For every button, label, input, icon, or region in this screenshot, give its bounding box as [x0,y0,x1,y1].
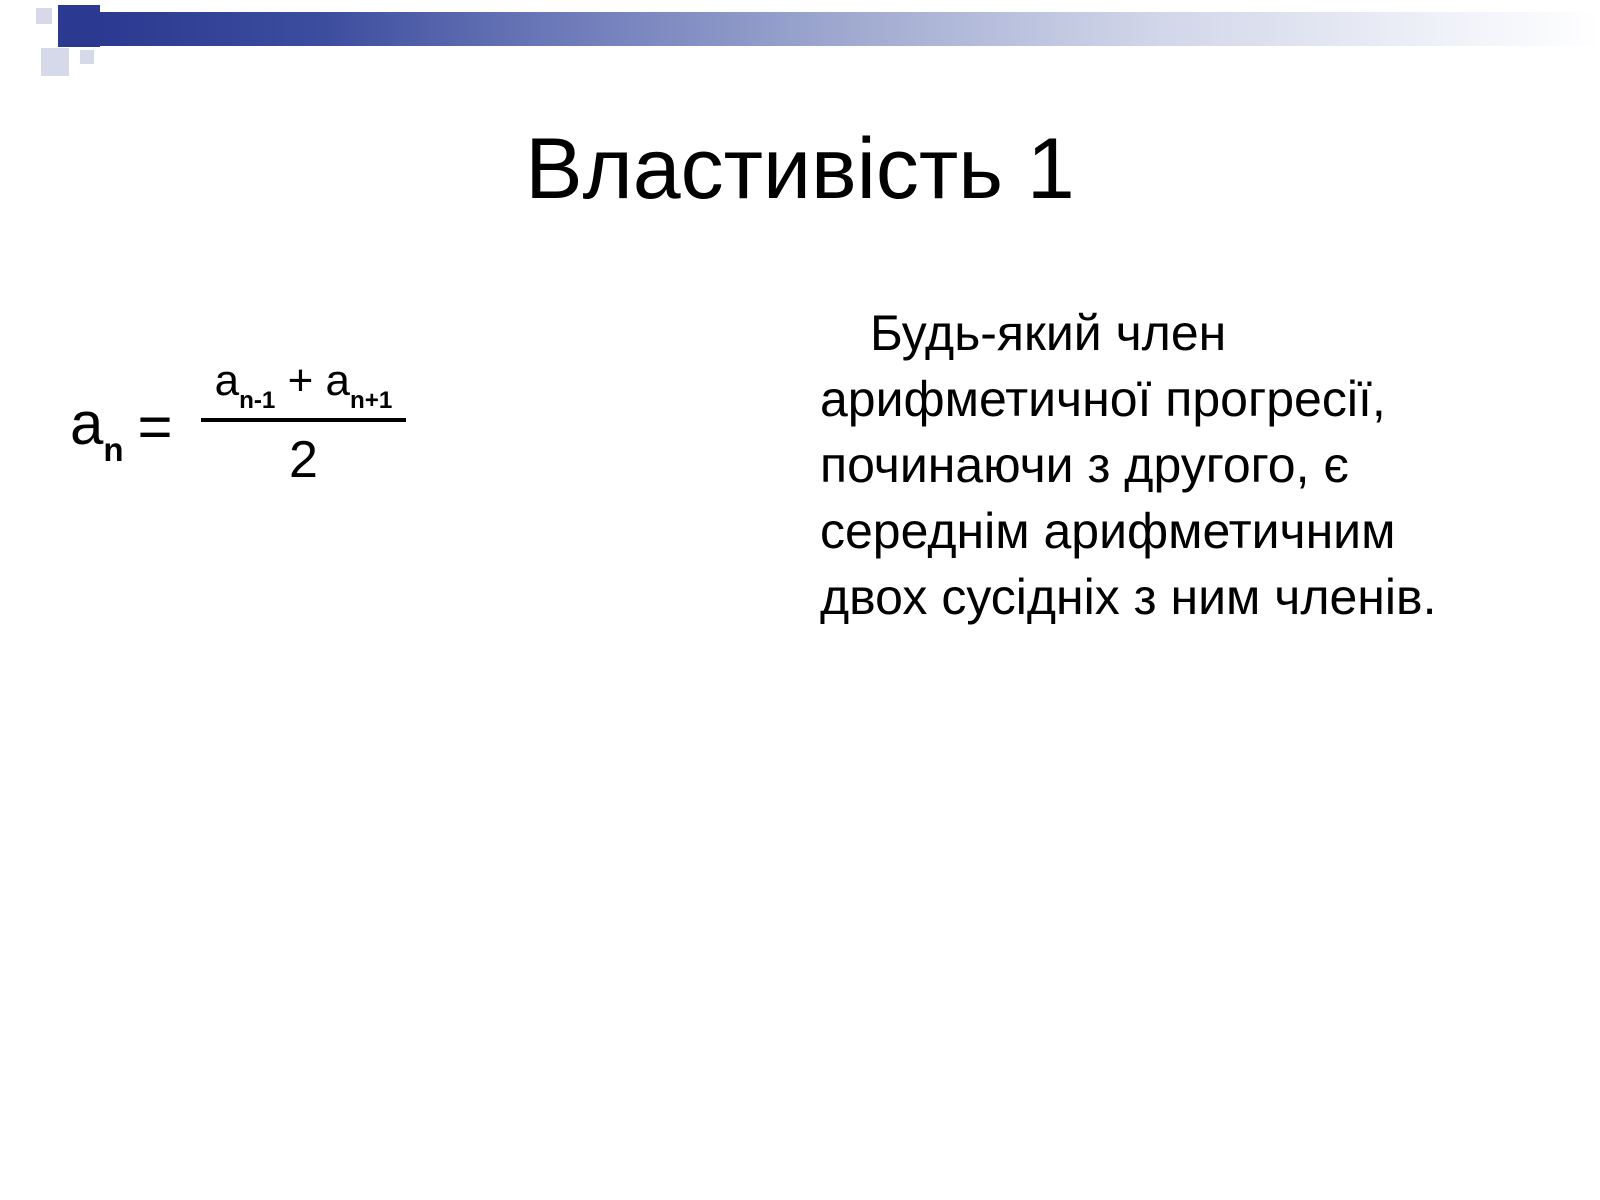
header-squares-ornament [18,0,118,100]
ornament-square-small-2 [80,50,94,64]
slide-title: Властивість 1 [0,120,1600,219]
formula-sub-np1: n+1 [350,387,392,414]
formula-numerator: аn-1 + аn+1 [201,356,407,418]
header-gradient-bar [100,12,1600,46]
formula-equals: = [138,392,173,461]
text-panel: Будь-який член арифметичної прогресії, п… [800,300,1600,630]
formula-var-a: а [70,390,103,457]
slide-body-text: Будь-який член арифметичної прогресії, п… [820,300,1490,630]
formula-sub-n: n [103,431,123,468]
ornament-square-large [58,5,100,47]
formula-var-a-nm1: а [215,356,239,405]
formula-var-a-np1: а [326,356,350,405]
formula-fraction: аn-1 + аn+1 2 [201,356,407,490]
ornament-square-small-1 [36,8,52,24]
formula-denominator: 2 [289,422,318,490]
ornament-square-medium [41,48,69,76]
formula: аn = аn-1 + аn+1 2 [70,360,800,494]
slide-content: аn = аn-1 + аn+1 2 Будь-який член арифме… [0,300,1600,630]
formula-lhs: аn [70,389,124,465]
slide-header-decoration [0,0,1600,60]
formula-sub-nm1: n-1 [239,387,275,414]
formula-panel: аn = аn-1 + аn+1 2 [0,300,800,630]
formula-plus: + [288,356,314,405]
